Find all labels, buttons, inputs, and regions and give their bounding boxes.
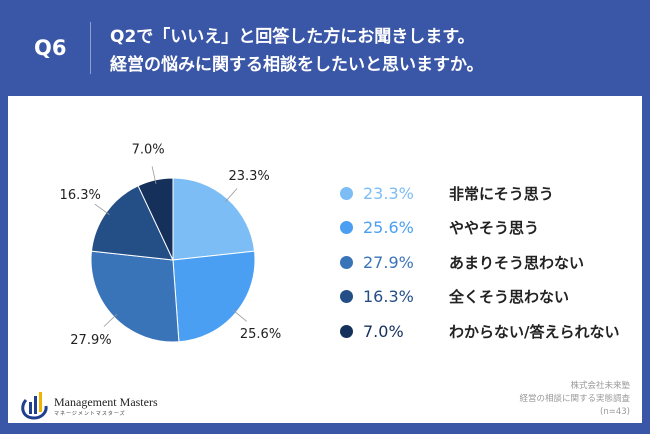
- legend-label: 全くそう思わない: [449, 288, 570, 307]
- slice-data-label: 27.9%: [70, 333, 111, 348]
- leader-line: [103, 313, 118, 327]
- legend-label: 非常にそう思う: [449, 184, 554, 203]
- footer-source: 株式会社未来塾 経営の相談に関する実態調査 (n=43): [519, 380, 630, 419]
- slice-data-label: 7.0%: [132, 143, 165, 158]
- legend-dot: [340, 221, 353, 235]
- legend-item: 7.0% わからない/答えられない: [340, 314, 619, 349]
- logo-mark-icon: [21, 392, 48, 420]
- legend-percent: 27.9%: [363, 252, 414, 272]
- slice-data-label: 23.3%: [228, 169, 269, 184]
- legend-percent: 16.3%: [363, 287, 414, 307]
- logo-kana: マネージメントマスターズ: [54, 411, 126, 417]
- slice-data-label: 16.3%: [60, 188, 101, 203]
- legend-dot: [340, 290, 353, 304]
- leader-line: [94, 203, 110, 216]
- legend-item: 27.9% あまりそう思わない: [340, 245, 619, 280]
- legend-dot: [340, 324, 353, 338]
- legend-item: 25.6% ややそう思う: [340, 211, 619, 246]
- legend-percent: 7.0%: [363, 321, 404, 341]
- legend: 23.3% 非常にそう思う 25.6% ややそう思う 27.9% あまりそう思わない …: [340, 176, 619, 349]
- legend-dot: [340, 186, 353, 200]
- slice-data-label: 25.6%: [240, 327, 281, 342]
- legend-item: 23.3% 非常にそう思う: [340, 176, 619, 211]
- legend-percent: 25.6%: [363, 218, 414, 238]
- header-divider: [90, 22, 91, 74]
- leader-line: [232, 309, 247, 322]
- footer-n: (n=43): [600, 407, 630, 417]
- legend-label: わからない/答えられない: [449, 322, 620, 341]
- legend-dot: [340, 255, 353, 269]
- pie-slice: [172, 177, 256, 261]
- title-line-2: 経営の悩みに関する相談をしたいと思いますか。: [110, 55, 484, 75]
- leader-line: [151, 166, 157, 184]
- question-number: Q6: [34, 36, 67, 60]
- logo-name: Management Masters: [54, 395, 158, 409]
- pie-slice: [90, 250, 180, 343]
- legend-item: 16.3% 全くそう思わない: [340, 280, 619, 315]
- question-title: Q2で「いいえ」と回答した方にお聞きします。 経営の悩みに関する相談をしたいと思…: [110, 23, 484, 79]
- leader-line: [224, 188, 238, 203]
- legend-percent: 23.3%: [363, 183, 414, 203]
- title-line-1: Q2で「いいえ」と回答した方にお聞きします。: [110, 27, 475, 47]
- footer-survey: 経営の相談に関する実態調査: [519, 394, 630, 404]
- logo: Management Masters マネージメントマスターズ: [20, 392, 158, 420]
- legend-label: ややそう思う: [449, 219, 540, 238]
- footer-company: 株式会社未来塾: [570, 381, 630, 391]
- legend-label: あまりそう思わない: [449, 253, 585, 272]
